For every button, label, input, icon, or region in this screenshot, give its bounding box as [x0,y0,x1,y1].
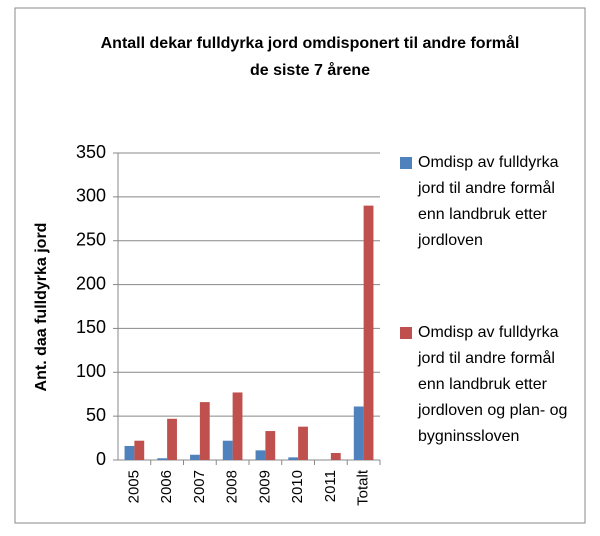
bar [199,402,210,460]
x-tick-label: 2008 [224,470,241,503]
bar [134,440,145,460]
x-tick-label: 2009 [256,470,273,503]
y-axis-label: Ant. daa fulldyrka jord [33,223,50,392]
y-tick-label: 300 [76,186,106,206]
y-tick-label: 150 [76,317,106,337]
y-tick-label: 250 [76,229,106,249]
y-tick-label: 200 [76,273,106,293]
bar [265,431,276,460]
bar [298,426,308,460]
bar [288,457,299,460]
bar [167,418,177,460]
chart-title: Antall dekar fulldyrka jord omdisponert … [100,35,529,79]
y-tick-label: 100 [76,361,106,381]
bar [222,440,233,460]
bar [190,454,200,460]
legend-swatch [400,157,412,169]
bar [353,406,364,460]
x-tick-label: 2010 [289,470,306,503]
y-tick-label: 0 [96,449,106,469]
y-tick-label: 350 [76,142,106,162]
legend-label: Omdisp av fulldyrka jord til andre formå… [418,324,568,445]
x-tick-label: Totalt [355,469,372,506]
bar [330,452,341,460]
bar [124,445,135,460]
title-box: Antall dekar fulldyrka jord omdisponert … [100,35,529,79]
bar [232,392,243,460]
x-tick-label: 2006 [158,470,175,503]
x-tick-label: 2007 [191,470,208,503]
bar [255,450,266,460]
legend-label: Omdisp av fulldyrka jord til andre formå… [418,154,559,249]
x-tick-label: 2011 [322,470,339,502]
bar [157,458,168,460]
y-tick-label: 50 [86,405,106,425]
bar [363,205,374,460]
x-tick-label: 2005 [125,470,142,503]
legend-swatch [400,327,412,339]
